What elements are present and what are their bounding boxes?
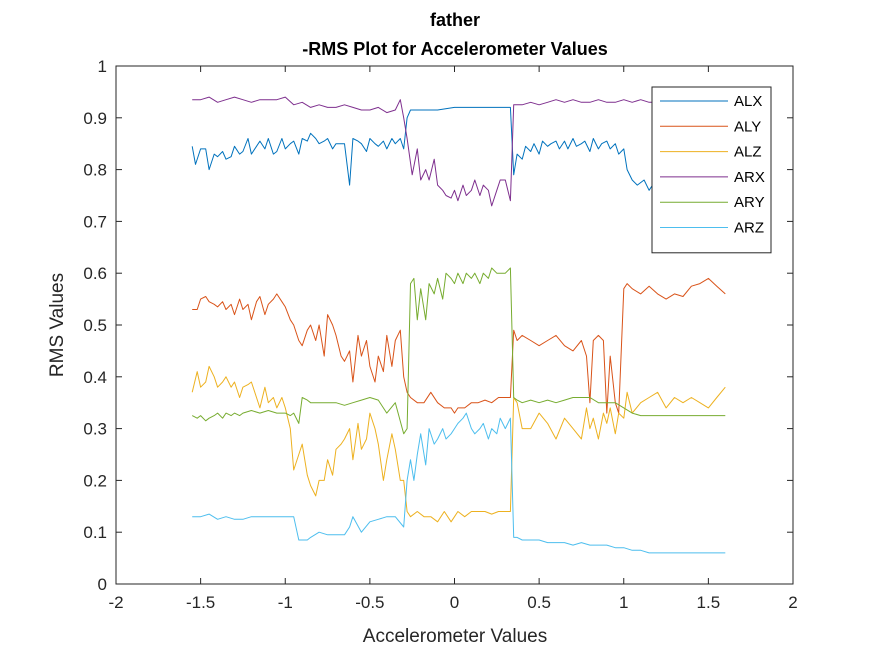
x-tick-label: 0 — [450, 593, 459, 612]
legend-label: ARY — [734, 194, 765, 211]
y-tick-label: 0.3 — [83, 420, 107, 439]
series-line-alx — [191, 106, 653, 191]
legend-label: ALY — [734, 118, 761, 135]
y-tick-label: 0.4 — [83, 368, 107, 387]
y-tick-label: 0.7 — [83, 212, 107, 231]
x-tick-label: 1.5 — [697, 593, 721, 612]
legend: ALX ALY ALZ ARX ARY ARZ — [651, 86, 772, 254]
legend-box — [651, 86, 772, 254]
y-tick-label: 0.1 — [83, 523, 107, 542]
x-tick-label: 0.5 — [527, 593, 551, 612]
y-axis-label: RMS Values — [47, 273, 68, 377]
y-tick-label: 0.8 — [83, 161, 107, 180]
chart-subtitle: -RMS Plot for Accelerometer Values — [302, 39, 607, 59]
y-tick-label: 0.5 — [83, 316, 107, 335]
y-tick-label: 0.9 — [83, 109, 107, 128]
series-line-arz — [192, 412, 726, 554]
legend-label: ALX — [734, 93, 762, 110]
x-tick-label: 2 — [788, 593, 797, 612]
series-line-alz — [191, 365, 726, 523]
axis-ticks: -2 -1.5 -1 -0.5 0 0.5 1 1.5 2 0 0.1 0.2 0.3 0.4 0.5 0.6… — [83, 57, 797, 612]
chart-title: father — [430, 10, 480, 30]
legend-label: ALZ — [734, 144, 762, 161]
y-tick-label: 1 — [98, 57, 107, 76]
series-line-ary — [191, 267, 726, 435]
series-line-arx — [192, 96, 653, 207]
y-tick-label: 0.2 — [83, 471, 107, 490]
x-tick-label: 1 — [619, 593, 628, 612]
legend-label: ARX — [734, 169, 765, 186]
x-tick-label: -0.5 — [355, 593, 384, 612]
series-line-aly — [192, 277, 726, 414]
series-lines — [191, 96, 726, 554]
x-axis-label: Accelerometer Values — [363, 626, 547, 647]
x-tick-label: -1 — [278, 593, 293, 612]
y-tick-label: 0 — [98, 575, 107, 594]
legend-label: ARZ — [734, 220, 764, 237]
y-tick-label: 0.6 — [83, 264, 107, 283]
x-tick-label: -1.5 — [186, 593, 215, 612]
x-tick-label: -2 — [108, 593, 123, 612]
